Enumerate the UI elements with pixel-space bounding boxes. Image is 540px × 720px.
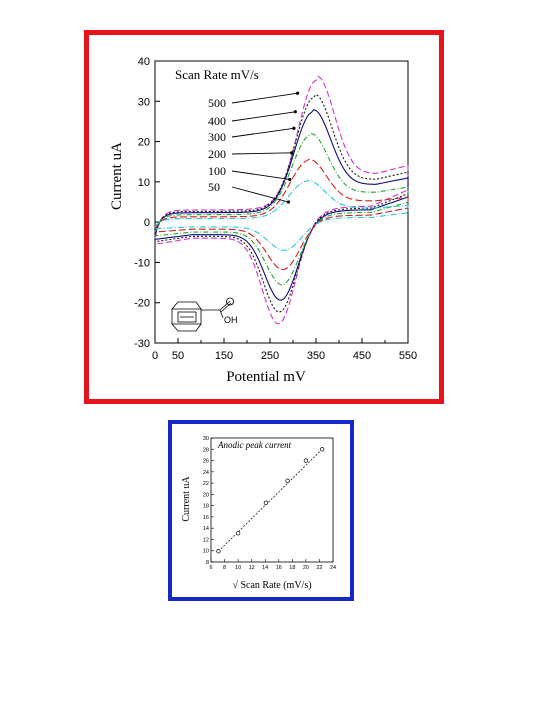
cv-legend-label: 100 xyxy=(208,164,226,178)
cv-legend-pointer xyxy=(231,111,296,122)
scatter-y-tick-label: 20 xyxy=(203,492,209,498)
cv-legend-pointer-dot xyxy=(288,177,292,182)
scatter-point xyxy=(216,549,221,554)
scatter-y-tick-label: 16 xyxy=(203,515,209,521)
cv-legend-label: 50 xyxy=(208,180,220,194)
scatter-point xyxy=(303,458,309,463)
scatter-point xyxy=(235,531,241,536)
scatter-x-tick-label: 8 xyxy=(223,565,226,571)
cv-series-200 xyxy=(154,133,409,286)
cv-legend-label: 500 xyxy=(208,96,226,110)
scatter-x-axis-label: √ Scan Rate (mV/s) xyxy=(232,580,311,591)
scatter-y-axis-label: Current uA xyxy=(181,476,192,522)
cv-legend-pointer xyxy=(231,152,292,155)
scatter-point xyxy=(263,500,269,505)
cv-x-tick-label: 150 xyxy=(215,350,233,362)
scatter-y-tick-label: 14 xyxy=(203,526,209,532)
cv-legend-pointer xyxy=(231,186,289,203)
scatter-y-tick-label: 12 xyxy=(203,537,209,543)
scatter-y-tick-label: 26 xyxy=(203,459,209,465)
scatter-x-tick-label: 6 xyxy=(209,565,212,571)
scatter-point xyxy=(285,478,290,483)
scatter-x-tick-label: 12 xyxy=(249,565,255,571)
scatter-x-tick-label: 16 xyxy=(276,565,282,571)
cv-y-tick-label: -30 xyxy=(134,338,150,350)
scatter-point xyxy=(320,447,325,452)
cv-legend-label: 200 xyxy=(208,147,226,161)
cv-legend-pointer xyxy=(231,92,298,104)
scatter-y-tick-label: 8 xyxy=(206,560,209,566)
scatter-y-tick-label: 30 xyxy=(203,436,209,442)
cv-x-tick-label: 250 xyxy=(261,350,279,362)
cv-legend-pointer xyxy=(231,127,294,138)
cv-legend-label: 300 xyxy=(208,130,226,144)
cv-y-tick-label: 30 xyxy=(138,96,150,108)
cv-legend-pointer-dot xyxy=(290,151,294,155)
cv-x-tick-label: 350 xyxy=(307,350,325,362)
cv-y-axis-label: Current uA xyxy=(109,142,125,210)
cv-y-tick-label: -20 xyxy=(134,298,150,310)
cv-annotation-title: Scan Rate mV/s xyxy=(175,67,259,82)
scatter-x-tick-label: 24 xyxy=(330,565,336,571)
cv-y-tick-label: 40 xyxy=(138,56,150,68)
scatter-y-tick-label: 28 xyxy=(203,447,209,453)
ferrocene-carboxylic-acid-structure xyxy=(171,297,234,332)
cv-x-tick-label: 450 xyxy=(353,350,371,362)
scatter-x-tick-label: 14 xyxy=(262,565,268,571)
cv-legend-pointer-dot xyxy=(292,126,296,130)
scatter-y-tick-label: 22 xyxy=(203,481,209,487)
cv-x-tick-label: 0 xyxy=(152,350,158,362)
scatter-plot-area xyxy=(210,437,334,563)
cv-x-tick-label: 50 xyxy=(172,350,184,362)
scatter-y-tick-label: 18 xyxy=(203,504,209,510)
cv-x-tick-label: 550 xyxy=(399,350,417,362)
cv-series-100 xyxy=(154,158,409,271)
molecule-oh-label: OH xyxy=(224,315,238,325)
cv-legend-pointer-dot xyxy=(293,110,297,114)
cv-y-tick-label: -10 xyxy=(134,257,150,269)
scatter-x-tick-label: 18 xyxy=(289,565,295,571)
cv-legend-label: 400 xyxy=(208,114,226,128)
cv-y-tick-label: 0 xyxy=(144,217,150,229)
cv-x-axis-label: Potential mV xyxy=(226,369,306,385)
scatter-y-tick-label: 24 xyxy=(203,470,209,476)
scatter-title: Anodic peak current xyxy=(217,440,292,450)
scatter-y-tick-label: 10 xyxy=(203,549,209,555)
scatter-x-tick-label: 10 xyxy=(235,565,241,571)
cv-y-tick-label: 20 xyxy=(138,137,150,149)
cv-legend-pointer-dot xyxy=(286,200,290,204)
scatter-x-tick-label: 22 xyxy=(316,565,322,571)
cv-y-tick-label: 10 xyxy=(138,177,150,189)
cv-plot-area xyxy=(154,60,409,344)
cv-legend-pointer-dot xyxy=(296,91,300,95)
scatter-x-tick-label: 20 xyxy=(303,565,309,571)
cv-legend-pointer xyxy=(231,170,290,180)
